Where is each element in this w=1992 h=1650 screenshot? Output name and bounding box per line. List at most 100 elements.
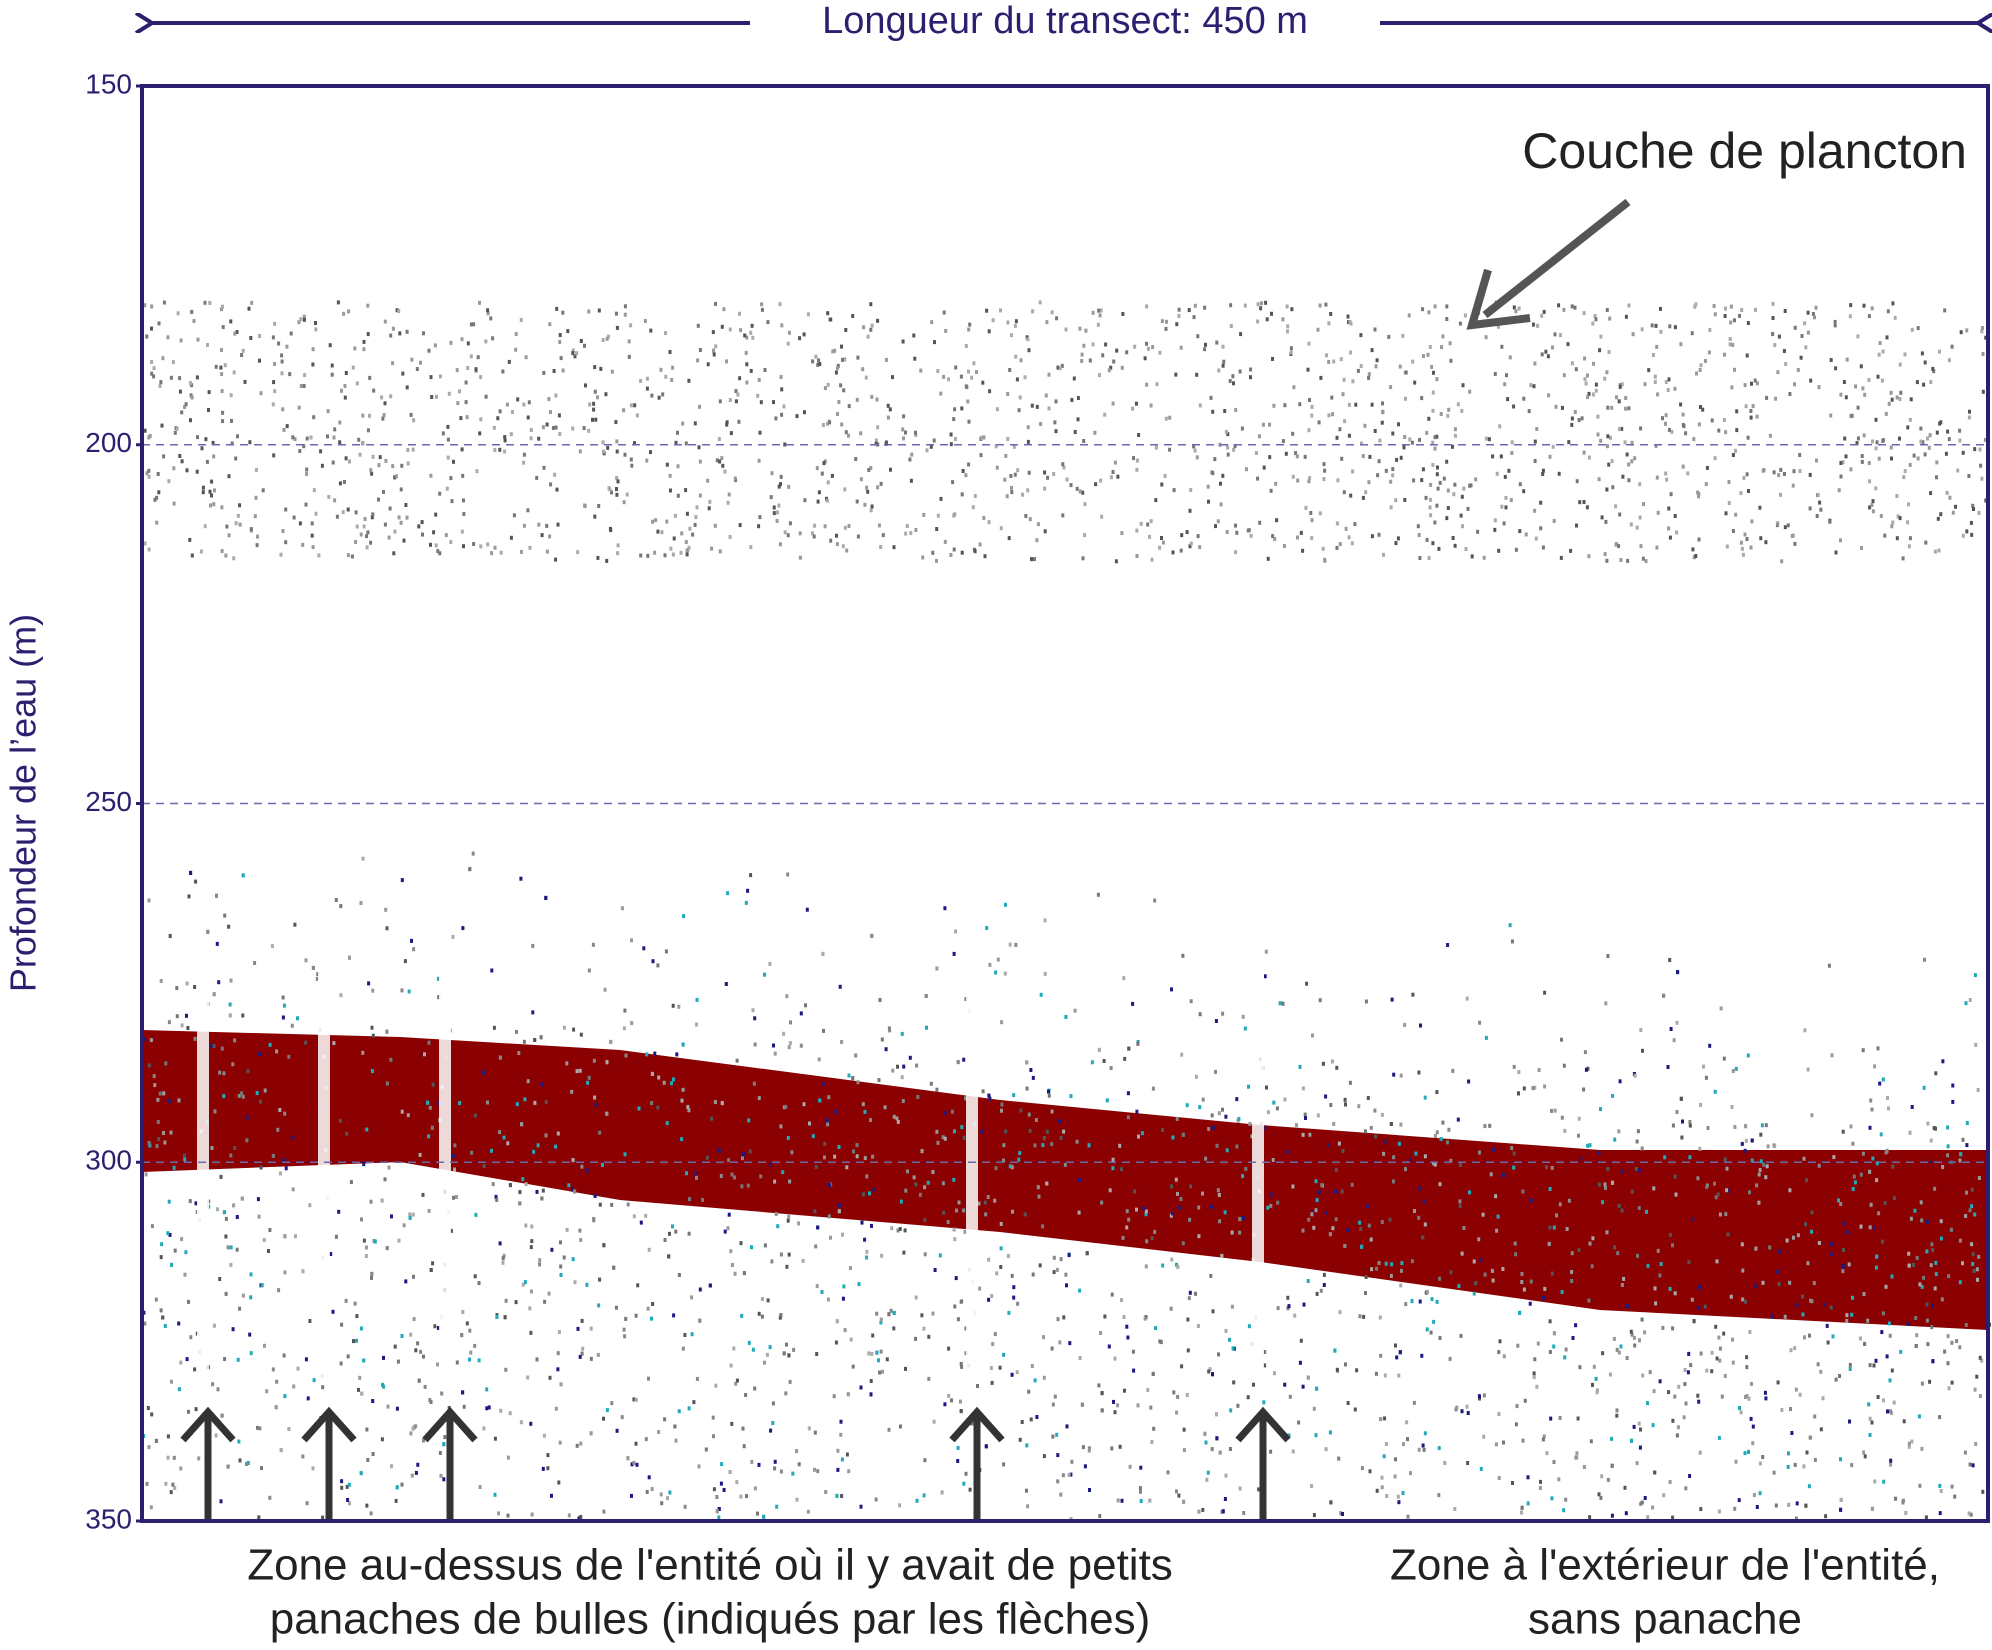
echo-speckle <box>1222 359 1226 364</box>
echo-speckle <box>1705 1368 1709 1373</box>
echo-speckle <box>391 464 395 469</box>
echo-speckle <box>558 1440 562 1445</box>
echo-speckle <box>1668 535 1672 540</box>
echo-speckle <box>1053 420 1057 425</box>
echo-speckle <box>558 333 562 337</box>
echo-speckle <box>1764 1396 1768 1401</box>
echo-speckle <box>949 442 953 447</box>
echo-speckle <box>362 1162 366 1167</box>
echo-speckle <box>865 485 869 490</box>
echo-speckle <box>430 395 434 399</box>
echo-speckle <box>353 1301 357 1306</box>
echo-speckle <box>798 555 802 560</box>
echo-speckle <box>428 1105 432 1110</box>
echo-speckle <box>283 1270 287 1275</box>
echo-speckle <box>1264 949 1268 954</box>
echo-speckle <box>339 1361 343 1366</box>
echo-speckle <box>397 309 401 313</box>
echo-speckle <box>601 440 605 445</box>
annotation-arrow <box>1466 268 1531 330</box>
echo-speckle <box>469 1350 473 1355</box>
echo-speckle <box>925 1025 928 1030</box>
echo-speckle <box>304 1040 308 1045</box>
echo-speckle <box>649 328 653 333</box>
echo-speckle <box>400 1482 404 1487</box>
echo-speckle <box>1205 1477 1209 1482</box>
echo-speckle <box>316 972 320 977</box>
echo-speckle <box>1651 353 1655 357</box>
echo-speckle <box>803 498 807 503</box>
echo-speckle <box>1055 316 1059 321</box>
echo-speckle <box>960 550 964 555</box>
echo-speckle <box>913 356 917 361</box>
echo-speckle <box>1181 1132 1185 1137</box>
echo-speckle <box>851 1076 855 1081</box>
echo-speckle <box>194 879 198 884</box>
echo-speckle <box>1698 1146 1702 1151</box>
echo-speckle <box>1045 320 1049 325</box>
echo-speckle <box>874 441 878 446</box>
echo-speckle <box>1431 1161 1435 1166</box>
echo-speckle <box>993 1332 997 1337</box>
echo-speckle <box>321 1385 325 1390</box>
echo-speckle <box>608 526 612 531</box>
echo-speckle <box>1687 1260 1691 1265</box>
echo-speckle <box>785 1264 789 1269</box>
echo-speckle <box>1919 1200 1923 1205</box>
echo-speckle <box>273 389 277 394</box>
echo-speckle <box>864 375 868 380</box>
echo-speckle <box>1126 1091 1130 1096</box>
echo-speckle <box>1055 1432 1059 1437</box>
echo-speckle <box>601 338 605 342</box>
echo-speckle <box>238 503 242 508</box>
echo-speckle <box>1723 1373 1727 1378</box>
echo-speckle <box>1638 515 1642 520</box>
echo-speckle <box>246 1461 250 1465</box>
echo-speckle <box>348 459 351 464</box>
echo-speckle <box>1440 345 1443 350</box>
echo-speckle <box>1062 465 1066 470</box>
echo-speckle <box>1003 971 1007 976</box>
echo-speckle <box>606 445 610 450</box>
echo-speckle <box>1384 468 1388 473</box>
echo-speckle <box>768 961 772 966</box>
echo-speckle <box>782 404 786 409</box>
echo-speckle <box>763 1243 767 1248</box>
echo-speckle <box>1239 332 1243 337</box>
echo-speckle <box>779 482 782 487</box>
echo-speckle <box>903 1228 907 1233</box>
echo-speckle <box>537 436 541 441</box>
echo-speckle <box>1177 307 1181 312</box>
echo-speckle <box>1875 1178 1879 1183</box>
echo-speckle <box>399 520 403 525</box>
echo-speckle <box>915 1063 919 1068</box>
echo-speckle <box>338 420 342 425</box>
echo-speckle <box>548 534 552 539</box>
echo-speckle <box>1097 1047 1101 1052</box>
echo-speckle <box>144 1172 148 1177</box>
echo-speckle <box>407 989 411 994</box>
echo-speckle <box>956 1317 960 1322</box>
echo-speckle <box>610 490 613 495</box>
echo-speckle <box>1514 547 1518 552</box>
echo-speckle <box>1748 1190 1751 1195</box>
echo-speckle <box>760 307 764 312</box>
echo-speckle <box>409 412 413 417</box>
echo-speckle <box>1139 1465 1143 1470</box>
echo-speckle <box>1343 1244 1347 1248</box>
echo-speckle <box>835 1319 839 1324</box>
echo-speckle <box>1018 395 1022 400</box>
echo-speckle <box>826 1297 830 1302</box>
echo-speckle <box>645 458 649 463</box>
echo-speckle <box>157 1137 161 1142</box>
echo-speckle <box>193 1367 197 1372</box>
echo-speckle <box>1856 334 1860 339</box>
echo-speckle <box>758 430 762 435</box>
echo-speckle <box>630 1462 634 1467</box>
echo-speckle <box>1120 531 1124 536</box>
echo-speckle <box>1734 448 1737 453</box>
echo-speckle <box>1394 1343 1397 1348</box>
echo-speckle <box>1606 444 1609 449</box>
echo-speckle <box>577 1516 581 1521</box>
echo-speckle <box>438 491 442 496</box>
